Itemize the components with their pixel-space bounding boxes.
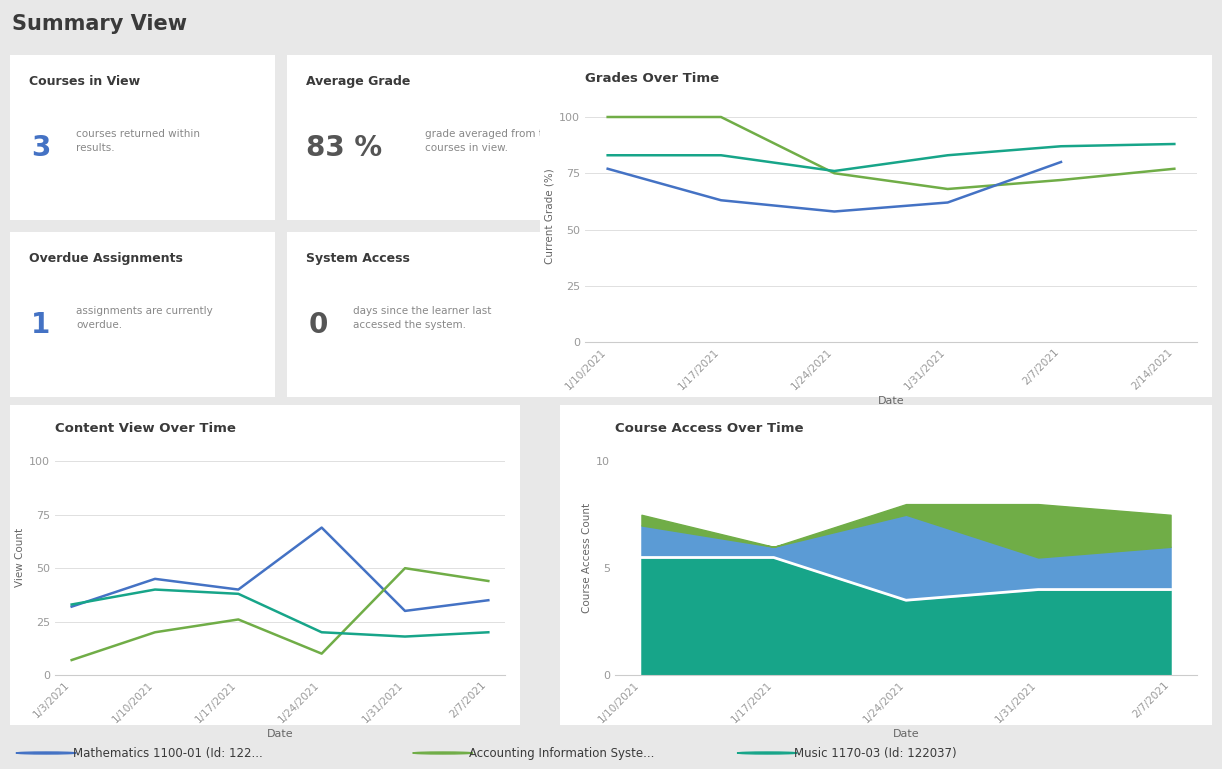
X-axis label: Date: Date xyxy=(877,396,904,406)
Y-axis label: Course Access Count: Course Access Count xyxy=(582,502,591,613)
Text: Summary View: Summary View xyxy=(12,14,187,34)
Text: Accounting Information Syste...: Accounting Information Syste... xyxy=(469,747,655,760)
X-axis label: Date: Date xyxy=(266,729,293,739)
X-axis label: Date: Date xyxy=(893,729,919,739)
Text: Mathematics 1100-01 (Id: 122...: Mathematics 1100-01 (Id: 122... xyxy=(72,747,263,760)
Text: 1: 1 xyxy=(32,311,50,339)
FancyBboxPatch shape xyxy=(284,229,556,399)
FancyBboxPatch shape xyxy=(6,229,279,399)
FancyBboxPatch shape xyxy=(284,52,556,222)
FancyBboxPatch shape xyxy=(550,400,1222,730)
Text: Music 1170-03 (Id: 122037): Music 1170-03 (Id: 122037) xyxy=(794,747,957,760)
Text: grade averaged from the
courses in view.: grade averaged from the courses in view. xyxy=(425,129,556,153)
Text: Courses in View: Courses in View xyxy=(28,75,139,88)
FancyBboxPatch shape xyxy=(530,50,1222,402)
Text: 83 %: 83 % xyxy=(306,135,381,162)
Text: Course Access Over Time: Course Access Over Time xyxy=(615,421,804,434)
Text: assignments are currently
overdue.: assignments are currently overdue. xyxy=(76,306,213,330)
Circle shape xyxy=(16,752,76,754)
Circle shape xyxy=(413,752,473,754)
Y-axis label: Current Grade (%): Current Grade (%) xyxy=(545,168,555,264)
Text: System Access: System Access xyxy=(306,251,409,265)
Text: Grades Over Time: Grades Over Time xyxy=(585,72,719,85)
Text: 0: 0 xyxy=(308,311,327,339)
Text: Average Grade: Average Grade xyxy=(306,75,409,88)
Text: courses returned within
results.: courses returned within results. xyxy=(76,129,200,153)
Circle shape xyxy=(737,752,797,754)
Text: days since the learner last
accessed the system.: days since the learner last accessed the… xyxy=(353,306,491,330)
Text: Content View Over Time: Content View Over Time xyxy=(55,421,236,434)
FancyBboxPatch shape xyxy=(6,52,279,222)
Text: 3: 3 xyxy=(32,135,50,162)
FancyBboxPatch shape xyxy=(2,400,528,730)
Y-axis label: View Count: View Count xyxy=(15,528,24,587)
Text: Overdue Assignments: Overdue Assignments xyxy=(28,251,182,265)
